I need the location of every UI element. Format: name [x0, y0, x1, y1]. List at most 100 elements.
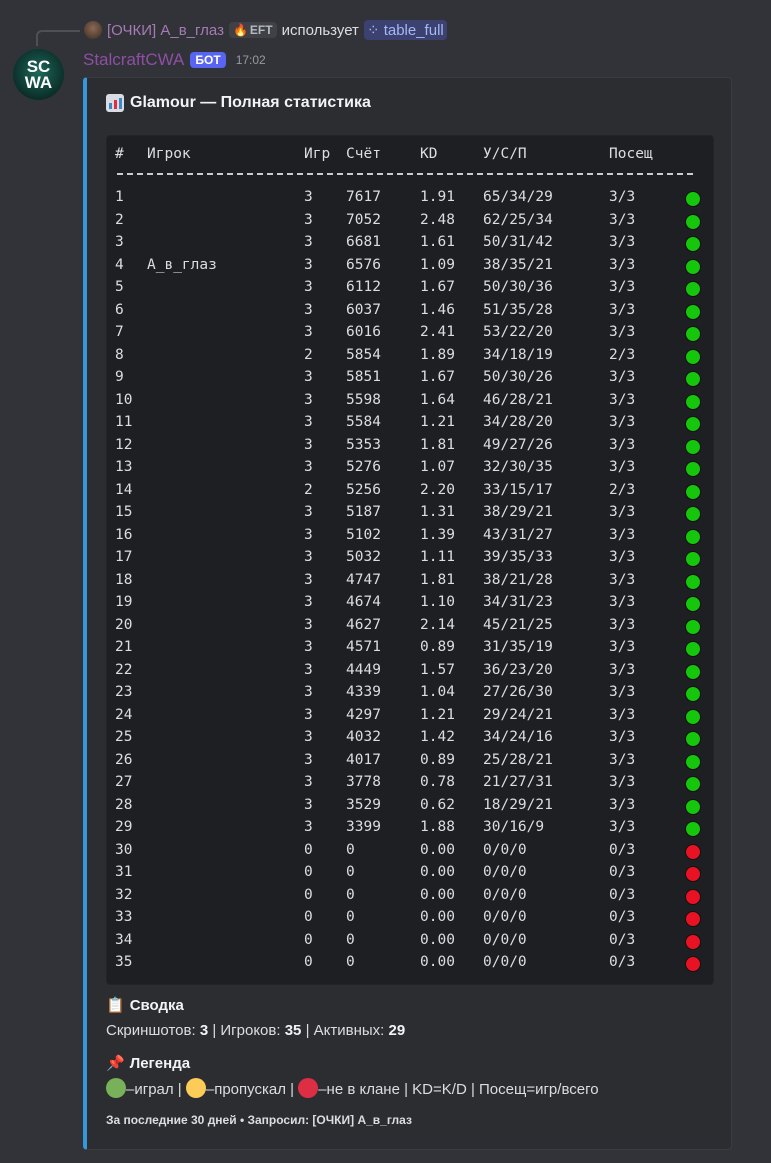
cell-kd: 0.00	[420, 931, 455, 948]
cell-score: 6016	[346, 324, 381, 340]
red-circle-icon	[685, 911, 701, 927]
cell-games: 3	[304, 256, 313, 273]
cell-games: 0	[304, 909, 313, 925]
cell-score: 4674	[346, 594, 381, 610]
cell-kd: 1.61	[420, 234, 455, 250]
reply-username[interactable]: [ОЧКИ] А_в_глаз	[107, 21, 224, 39]
green-circle-icon	[685, 686, 701, 702]
green-circle-icon	[685, 213, 701, 230]
cell-ksp: 50/31/42	[483, 234, 553, 250]
table-row: 33 0 0 0.00 0/0/0 0/3	[107, 909, 713, 931]
cell-rank: 34	[115, 931, 133, 948]
cell-ksp: 21/27/31	[483, 774, 553, 790]
cell-kd: 0.00	[420, 841, 455, 858]
cell-ksp: 0/0/0	[483, 841, 527, 858]
yellow-circle-icon	[185, 1078, 206, 1098]
embed-title: Glamour — Полная статистика	[106, 94, 371, 112]
cell-kd: 1.64	[420, 391, 455, 408]
cell-kd: 0.00	[420, 864, 455, 880]
cell-rank: 32	[115, 886, 133, 903]
cell-rank: 10	[115, 391, 133, 408]
cell-games: 0	[304, 931, 313, 948]
cell-kd: 1.46	[420, 301, 455, 318]
cell-games: 3	[304, 616, 313, 633]
cell-ksp: 34/28/20	[483, 414, 553, 430]
cell-attendance: 0/3	[609, 954, 636, 970]
cell-attendance: 3/3	[609, 751, 636, 768]
header-attendance: Посещ	[609, 146, 653, 162]
cell-ksp: 25/28/21	[483, 751, 553, 768]
cell-ksp: 32/30/35	[483, 459, 553, 475]
legend-text: –играл | –пропускал | –не в клане | KD=K…	[106, 1078, 599, 1098]
cell-attendance: 3/3	[609, 301, 636, 318]
green-circle-icon	[685, 236, 701, 252]
cell-score: 4032	[346, 729, 381, 745]
cell-rank: 33	[115, 909, 133, 925]
cell-score: 5102	[346, 526, 381, 543]
cell-attendance: 3/3	[609, 616, 636, 633]
table-row: 19 3 4674 1.10 34/31/23 3/3	[107, 594, 713, 616]
green-circle-icon	[685, 753, 701, 770]
green-circle-icon	[685, 731, 701, 747]
slash-command[interactable]: ⁘ table_full	[363, 20, 447, 40]
cell-score: 7052	[346, 211, 381, 228]
cell-rank: 14	[115, 481, 133, 498]
reply-user-avatar[interactable]	[84, 21, 102, 39]
cell-attendance: 0/3	[609, 841, 636, 858]
cell-attendance: 0/3	[609, 909, 636, 925]
author-name[interactable]: StalcraftCWA	[83, 50, 185, 69]
cell-attendance: 3/3	[609, 279, 636, 295]
table-row: 9 3 5851 1.67 50/30/26 3/3	[107, 369, 713, 391]
cell-kd: 1.81	[420, 436, 455, 453]
cell-kd: 0.78	[420, 774, 455, 790]
table-row: 27 3 3778 0.78 21/27/31 3/3	[107, 774, 713, 796]
red-circle-icon	[685, 843, 701, 860]
cell-rank: 23	[115, 684, 133, 700]
cell-rank: 20	[115, 616, 133, 633]
green-circle-icon	[685, 798, 701, 815]
cell-rank: 24	[115, 706, 133, 723]
header-divider	[117, 173, 693, 175]
cell-attendance: 3/3	[609, 706, 636, 723]
cell-games: 3	[304, 189, 313, 205]
legend-heading: 📌 Легенда	[106, 1054, 191, 1073]
table-row: 24 3 4297 1.21 29/24/21 3/3	[107, 707, 713, 729]
cell-games: 3	[304, 504, 313, 520]
cell-rank: 31	[115, 864, 133, 880]
stats-table: # Игрок Игр Счёт KD У/С/П Посещ 1 3 7617 1.…	[106, 135, 714, 985]
timestamp[interactable]: 17:02	[235, 53, 266, 67]
cell-kd: 1.57	[420, 661, 455, 678]
cell-attendance: 3/3	[609, 436, 636, 453]
cell-score: 3529	[346, 796, 381, 813]
cell-kd: 1.81	[420, 571, 455, 588]
bot-avatar[interactable]: SC WA	[13, 49, 64, 100]
cell-attendance: 3/3	[609, 459, 636, 475]
cell-ksp: 27/26/30	[483, 684, 553, 700]
cell-rank: 2	[115, 211, 124, 228]
cell-attendance: 2/3	[609, 346, 636, 363]
cell-rank: 3	[115, 234, 124, 250]
cell-games: 3	[304, 369, 313, 385]
cell-games: 3	[304, 391, 313, 408]
cell-kd: 1.67	[420, 369, 455, 385]
table-row: 16 3 5102 1.39 43/31/27 3/3	[107, 527, 713, 549]
cell-score: 5256	[346, 481, 381, 498]
guild-tag[interactable]: 🔥 EFT	[228, 22, 277, 38]
cell-games: 3	[304, 549, 313, 565]
green-circle-icon	[685, 821, 701, 837]
cell-kd: 0.00	[420, 886, 455, 903]
cell-games: 3	[304, 661, 313, 678]
header-kd: KD	[420, 146, 438, 162]
green-circle-icon	[106, 1078, 126, 1098]
reply-context[interactable]: [ОЧКИ] А_в_глаз 🔥 EFT использует ⁘ table_…	[84, 20, 447, 40]
red-circle-icon	[298, 1078, 319, 1098]
bar-chart-icon	[106, 94, 124, 112]
cell-kd: 1.89	[420, 346, 455, 363]
cell-attendance: 3/3	[609, 796, 636, 813]
cell-score: 4449	[346, 661, 381, 678]
cell-score: 5851	[346, 369, 381, 385]
cell-ksp: 45/21/25	[483, 616, 553, 633]
cell-score: 4747	[346, 571, 381, 588]
table-row: 15 3 5187 1.31 38/29/21 3/3	[107, 504, 713, 526]
table-row: 2 3 7052 2.48 62/25/34 3/3	[107, 212, 713, 234]
